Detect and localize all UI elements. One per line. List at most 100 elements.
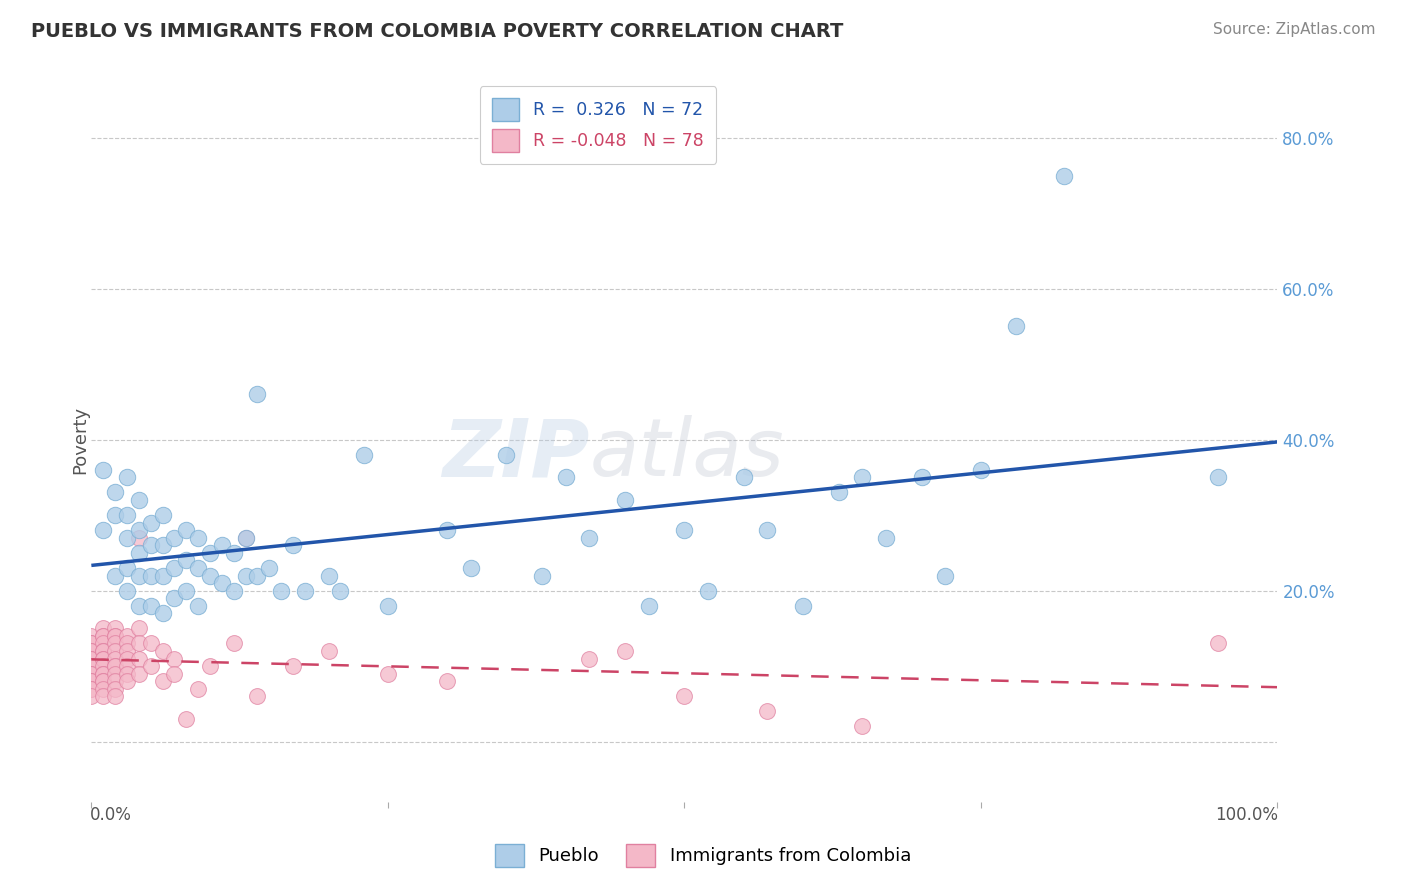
Point [104,508,127,523]
Point [875,531,897,545]
Point [460,561,482,575]
Point [270,583,292,598]
Point [673,690,696,704]
Point [91,629,114,643]
Point [128,493,150,508]
Point [554,470,576,484]
Point [246,568,269,582]
Point [152,508,174,523]
Y-axis label: Poverty: Poverty [72,406,89,474]
Point [614,493,637,508]
Point [246,690,269,704]
Legend: Pueblo, Immigrants from Colombia: Pueblo, Immigrants from Colombia [488,837,918,874]
Point [259,561,281,575]
Point [115,666,138,681]
Point [104,629,127,643]
Point [80,644,103,658]
Point [115,674,138,689]
Point [104,636,127,650]
Point [91,651,114,665]
Point [163,561,186,575]
Point [80,681,103,696]
Point [1206,636,1229,650]
Point [318,644,340,658]
Point [115,561,138,575]
Point [163,666,186,681]
Point [80,666,103,681]
Point [329,583,352,598]
Point [281,538,304,552]
Point [531,568,554,582]
Point [152,606,174,620]
Point [578,531,600,545]
Point [91,681,114,696]
Point [115,531,138,545]
Point [198,546,221,560]
Text: ZIP: ZIP [441,415,589,493]
Point [128,651,150,665]
Point [91,523,114,537]
Point [80,690,103,704]
Point [128,546,150,560]
Point [756,704,779,718]
Text: PUEBLO VS IMMIGRANTS FROM COLOMBIA POVERTY CORRELATION CHART: PUEBLO VS IMMIGRANTS FROM COLOMBIA POVER… [31,22,844,41]
Point [128,531,150,545]
Point [128,599,150,613]
Point [91,666,114,681]
Point [80,636,103,650]
Point [128,636,150,650]
Point [104,659,127,673]
Point [1053,169,1076,183]
Point [91,674,114,689]
Point [851,719,873,733]
Point [139,636,162,650]
Point [246,387,269,401]
Point [139,659,162,673]
Point [91,659,114,673]
Point [80,674,103,689]
Point [80,666,103,681]
Point [104,629,127,643]
Point [970,463,993,477]
Point [91,644,114,658]
Point [80,636,103,650]
Point [104,659,127,673]
Point [91,666,114,681]
Point [756,523,779,537]
Point [104,690,127,704]
Point [436,523,458,537]
Point [80,644,103,658]
Text: 0.0%: 0.0% [90,805,132,823]
Point [637,599,659,613]
Point [139,538,162,552]
Legend: R =  0.326   N = 72, R = -0.048   N = 78: R = 0.326 N = 72, R = -0.048 N = 78 [479,87,716,164]
Point [115,470,138,484]
Point [222,583,245,598]
Point [80,629,103,643]
Point [115,644,138,658]
Point [235,531,257,545]
Point [104,651,127,665]
Point [104,568,127,582]
Text: atlas: atlas [589,415,785,493]
Point [910,470,932,484]
Point [104,644,127,658]
Point [614,644,637,658]
Point [139,599,162,613]
Point [128,568,150,582]
Point [377,666,399,681]
Point [578,651,600,665]
Point [174,553,197,567]
Point [115,508,138,523]
Point [163,591,186,606]
Point [139,516,162,530]
Point [80,659,103,673]
Point [128,666,150,681]
Point [115,583,138,598]
Point [198,659,221,673]
Text: 100.0%: 100.0% [1216,805,1278,823]
Point [827,485,849,500]
Point [91,674,114,689]
Point [91,636,114,650]
Point [80,674,103,689]
